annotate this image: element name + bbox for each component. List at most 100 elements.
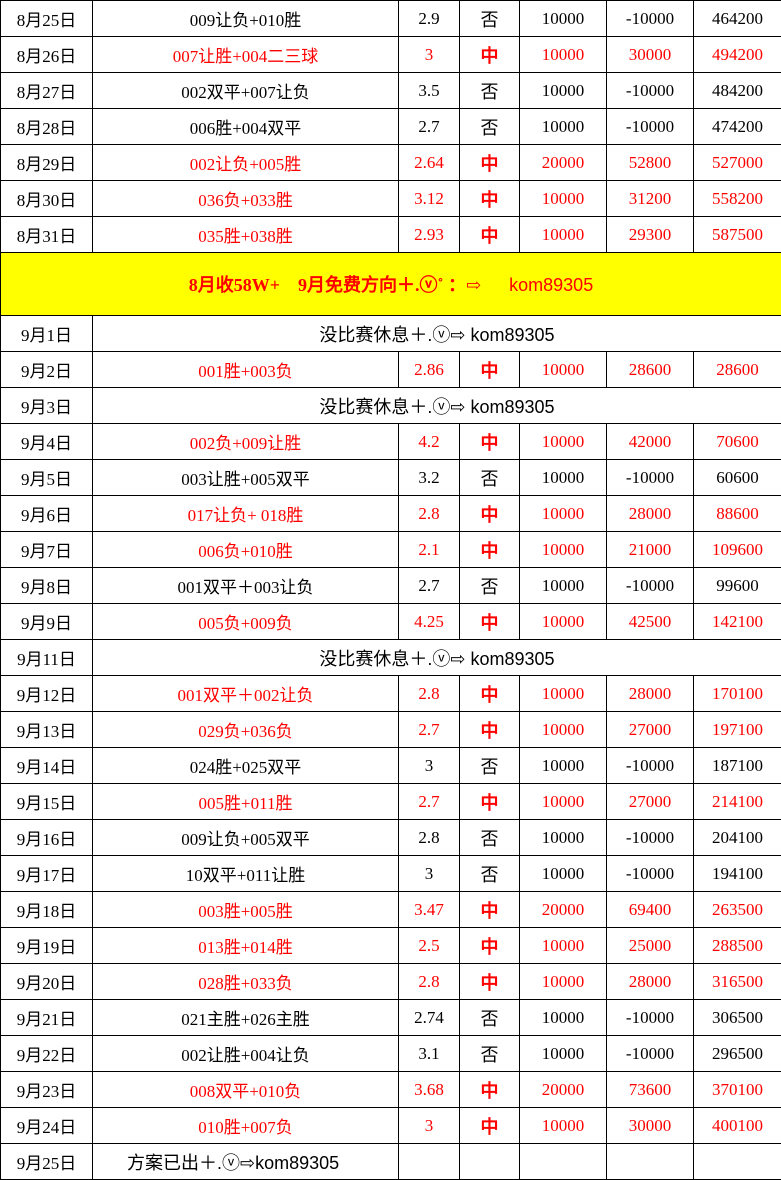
stake-cell: 10000 xyxy=(520,73,607,109)
odds-cell: 2.1 xyxy=(399,532,460,568)
profit-cell: 73600 xyxy=(607,1072,694,1108)
stake-cell: 20000 xyxy=(520,892,607,928)
date-cell: 8月25日 xyxy=(1,1,93,37)
balance-cell: 474200 xyxy=(694,109,781,145)
balance-cell: 484200 xyxy=(694,73,781,109)
odds-cell: 3.1 xyxy=(399,1036,460,1072)
pick-cell: 006负+010胜 xyxy=(93,532,399,568)
banner-cell: 8月收58W+ 9月免费方向＋.ⓥ˚ ：⇨kom89305 xyxy=(1,253,781,316)
pick-cell: 002双平+007让负 xyxy=(93,73,399,109)
balance-cell: 288500 xyxy=(694,928,781,964)
date-cell: 9月23日 xyxy=(1,1072,93,1108)
empty-cell xyxy=(520,1144,607,1180)
balance-cell: 28600 xyxy=(694,352,781,388)
balance-cell: 464200 xyxy=(694,1,781,37)
table-row: 9月11日没比赛休息＋.ⓥ⇨ kom89305 xyxy=(1,640,781,676)
stake-cell: 10000 xyxy=(520,604,607,640)
date-cell: 8月28日 xyxy=(1,109,93,145)
date-cell: 9月18日 xyxy=(1,892,93,928)
stake-cell: 10000 xyxy=(520,424,607,460)
pick-cell: 009让负+010胜 xyxy=(93,1,399,37)
pick-cell: 001双平＋003让负 xyxy=(93,568,399,604)
result-cell: 中 xyxy=(460,145,520,181)
note-cell: 没比赛休息＋.ⓥ⇨ kom89305 xyxy=(93,316,781,352)
date-cell: 9月25日 xyxy=(1,1144,93,1180)
pick-cell: 002让胜+004让负 xyxy=(93,1036,399,1072)
date-cell: 9月7日 xyxy=(1,532,93,568)
banner-row: 8月收58W+ 9月免费方向＋.ⓥ˚ ：⇨kom89305 xyxy=(1,253,781,316)
pick-cell: 006胜+004双平 xyxy=(93,109,399,145)
stake-cell: 10000 xyxy=(520,352,607,388)
profit-cell: 25000 xyxy=(607,928,694,964)
balance-cell: 296500 xyxy=(694,1036,781,1072)
date-cell: 9月9日 xyxy=(1,604,93,640)
balance-cell: 60600 xyxy=(694,460,781,496)
odds-cell: 2.7 xyxy=(399,109,460,145)
pick-cell: 036负+033胜 xyxy=(93,181,399,217)
note-cell: 没比赛休息＋.ⓥ⇨ kom89305 xyxy=(93,388,781,424)
note_left-cell: 方案已出＋.ⓥ⇨kom89305 xyxy=(93,1144,399,1180)
result-cell: 中 xyxy=(460,352,520,388)
result-cell: 否 xyxy=(460,1,520,37)
date-cell: 9月6日 xyxy=(1,496,93,532)
date-cell: 9月21日 xyxy=(1,1000,93,1036)
date-cell: 8月26日 xyxy=(1,37,93,73)
balance-cell: 88600 xyxy=(694,496,781,532)
balance-cell: 263500 xyxy=(694,892,781,928)
stake-cell: 10000 xyxy=(520,712,607,748)
result-cell: 中 xyxy=(460,784,520,820)
balance-cell: 204100 xyxy=(694,820,781,856)
stake-cell: 10000 xyxy=(520,964,607,1000)
profit-cell: 69400 xyxy=(607,892,694,928)
table-row: 9月25日方案已出＋.ⓥ⇨kom89305 xyxy=(1,1144,781,1180)
stake-cell: 10000 xyxy=(520,856,607,892)
odds-cell: 3 xyxy=(399,1108,460,1144)
result-cell: 否 xyxy=(460,1000,520,1036)
balance-cell: 197100 xyxy=(694,712,781,748)
result-cell: 中 xyxy=(460,964,520,1000)
pick-cell: 010胜+007负 xyxy=(93,1108,399,1144)
date-cell: 9月11日 xyxy=(1,640,93,676)
profit-cell: -10000 xyxy=(607,1,694,37)
balance-cell: 587500 xyxy=(694,217,781,253)
stake-cell: 10000 xyxy=(520,1,607,37)
pick-cell: 021主胜+026主胜 xyxy=(93,1000,399,1036)
date-cell: 9月24日 xyxy=(1,1108,93,1144)
result-cell: 中 xyxy=(460,676,520,712)
profit-cell: -10000 xyxy=(607,109,694,145)
profit-cell: 31200 xyxy=(607,181,694,217)
date-cell: 9月19日 xyxy=(1,928,93,964)
result-cell: 否 xyxy=(460,820,520,856)
result-cell: 中 xyxy=(460,496,520,532)
stake-cell: 20000 xyxy=(520,145,607,181)
odds-cell: 3 xyxy=(399,856,460,892)
profit-cell: 30000 xyxy=(607,37,694,73)
date-cell: 9月17日 xyxy=(1,856,93,892)
profit-cell: 21000 xyxy=(607,532,694,568)
odds-cell: 2.7 xyxy=(399,568,460,604)
profit-cell: 28600 xyxy=(607,352,694,388)
balance-cell: 494200 xyxy=(694,37,781,73)
pick-cell: 035胜+038胜 xyxy=(93,217,399,253)
profit-cell: -10000 xyxy=(607,1000,694,1036)
odds-cell: 2.8 xyxy=(399,964,460,1000)
pick-cell: 002让负+005胜 xyxy=(93,145,399,181)
balance-cell: 109600 xyxy=(694,532,781,568)
odds-cell: 3 xyxy=(399,37,460,73)
banner-section: 8月收58W+ 9月免费方向＋.ⓥ˚ ：⇨kom89305 xyxy=(1,253,781,316)
profit-cell: -10000 xyxy=(607,568,694,604)
profit-cell: -10000 xyxy=(607,460,694,496)
stake-cell: 10000 xyxy=(520,217,607,253)
